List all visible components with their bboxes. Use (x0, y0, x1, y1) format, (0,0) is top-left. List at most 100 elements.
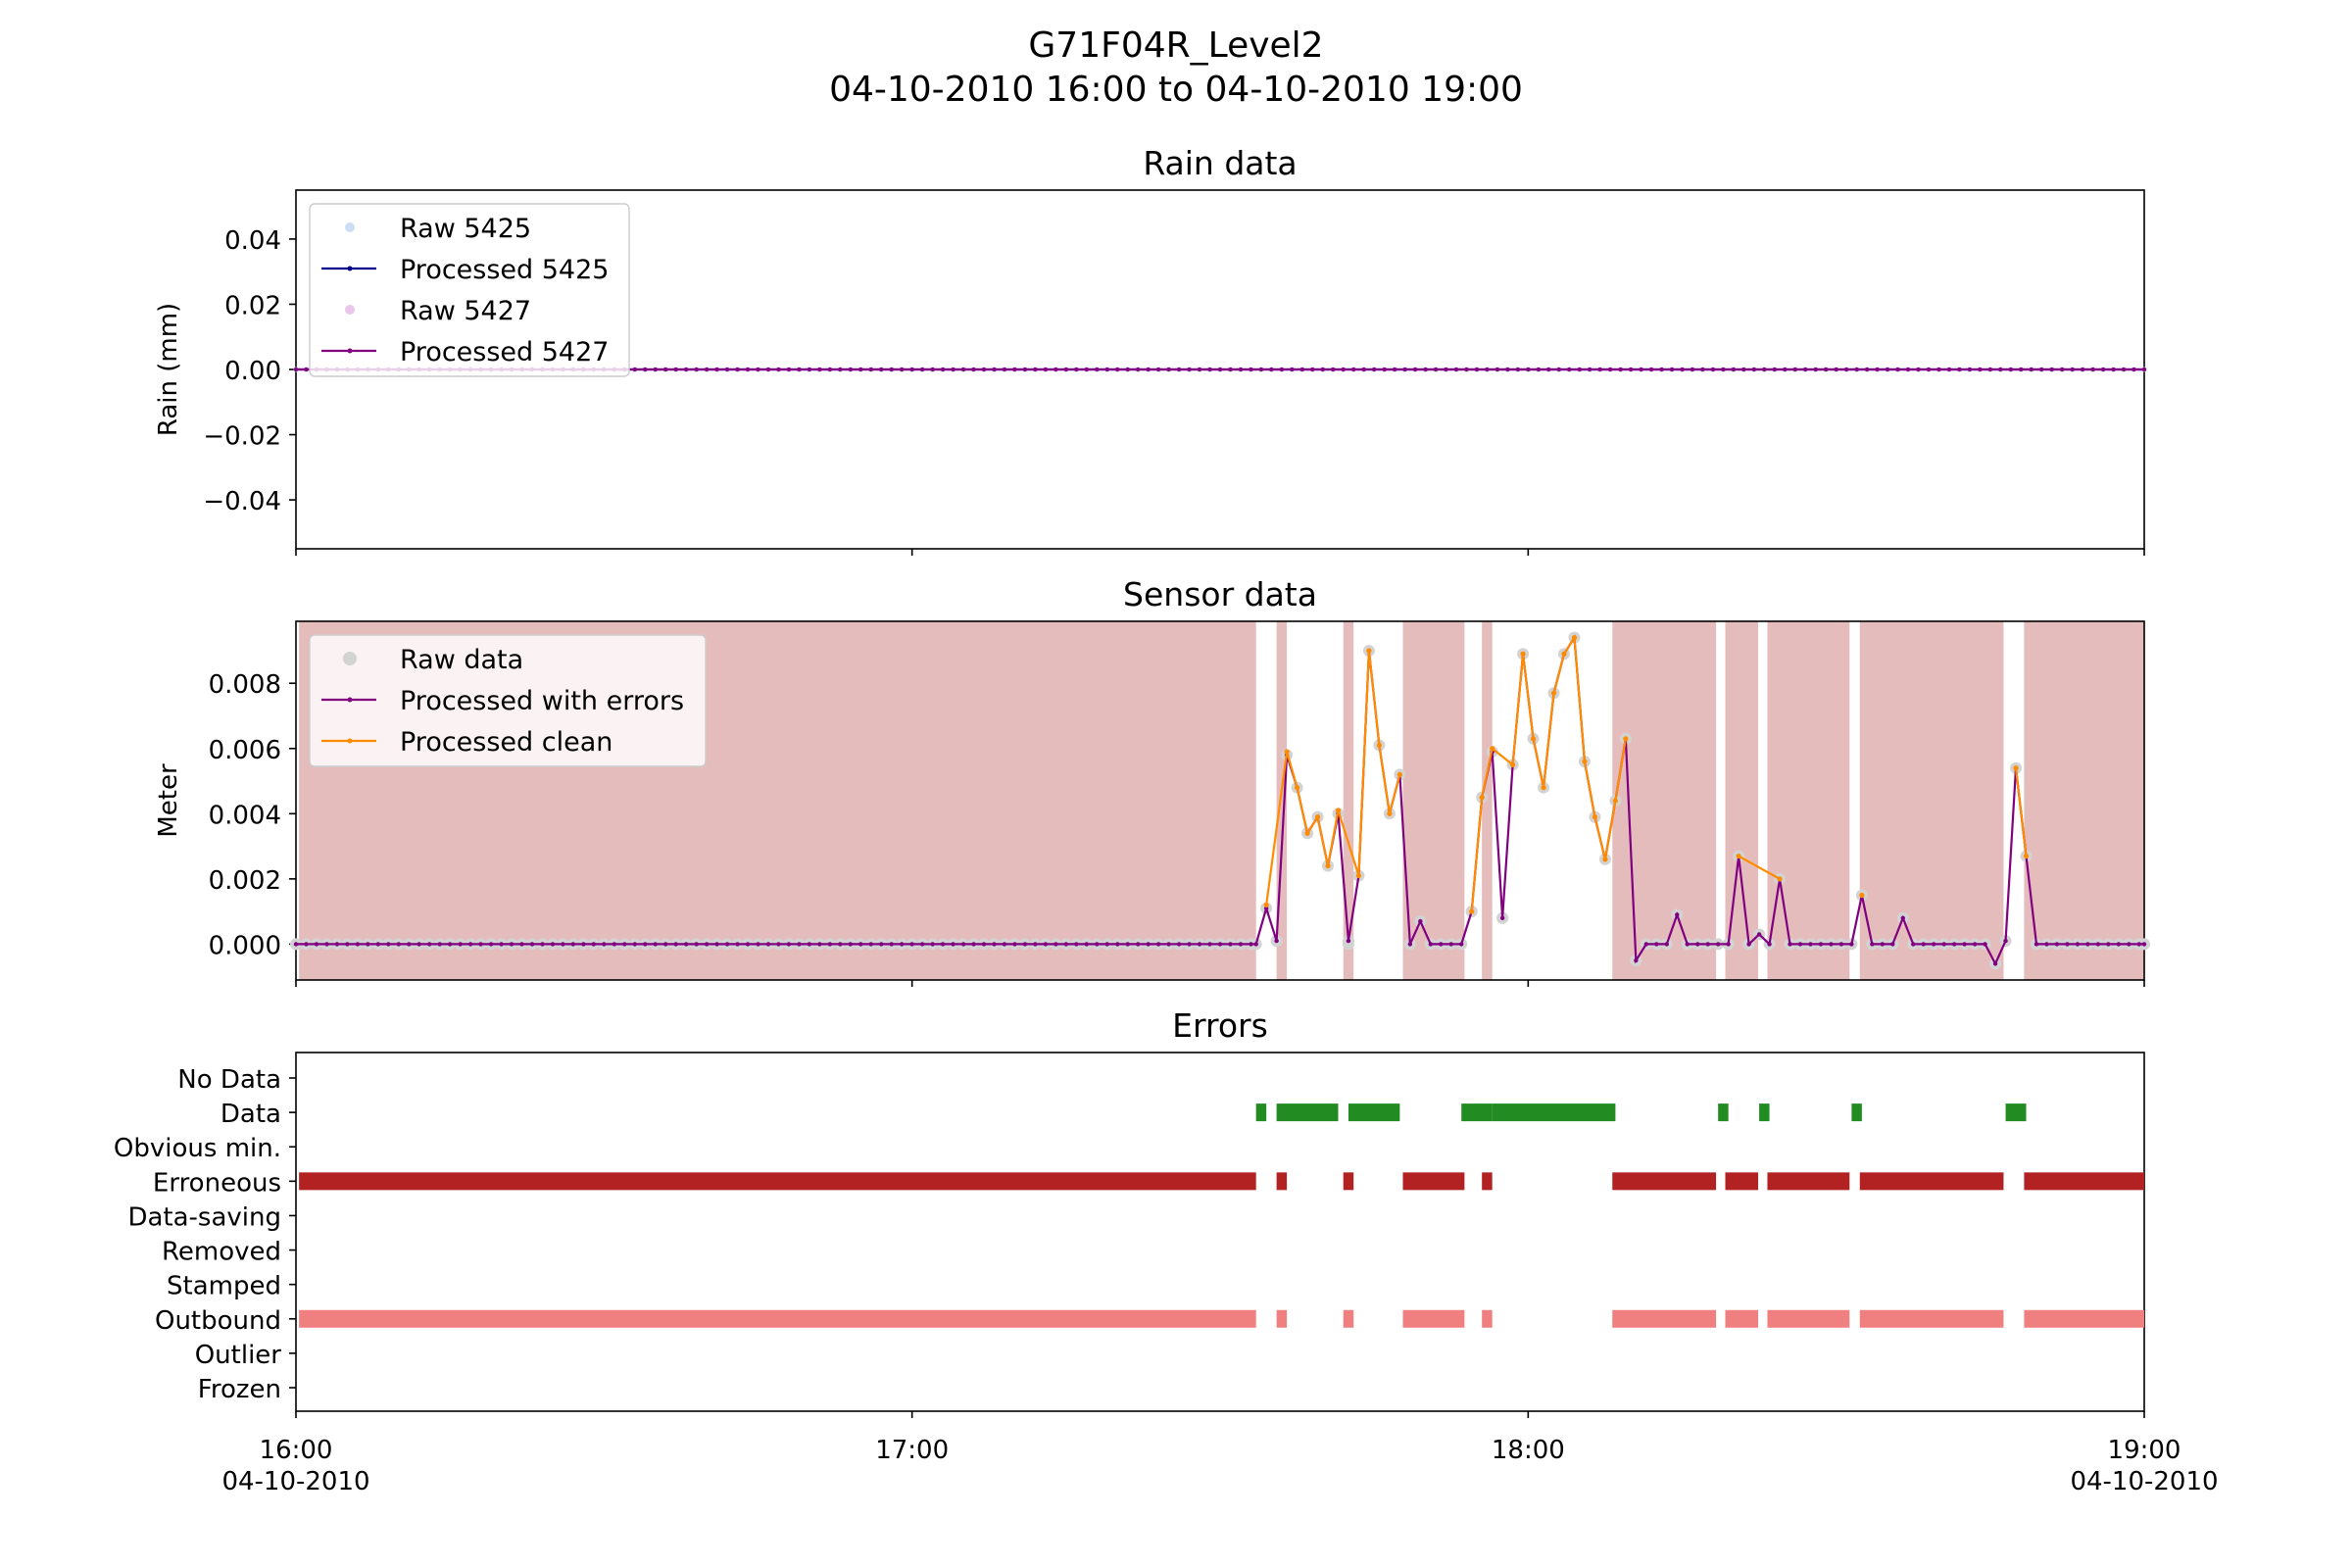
rain-processed-point (725, 368, 730, 371)
processed-with-errors-point (293, 942, 299, 947)
error-bar-data (1461, 1103, 1493, 1122)
processed-with-errors-point (786, 942, 792, 947)
rain-legend-marker (345, 305, 355, 315)
processed-clean-point (1530, 736, 1537, 742)
sensor-y-tick-label: 0.004 (209, 801, 281, 830)
rain-processed-point (1228, 368, 1233, 371)
processed-clean-point (1612, 798, 1618, 804)
rain-processed-point (1588, 368, 1592, 371)
rain-processed-point (858, 368, 863, 371)
rain-processed-point (1382, 368, 1387, 371)
rain-processed-point (1423, 368, 1428, 371)
error-shade-band (2024, 621, 2144, 980)
error-bar-data (1348, 1103, 1400, 1122)
processed-clean-line (2014, 767, 2028, 857)
rain-processed-point (1998, 368, 2003, 371)
rain-processed-point (2142, 368, 2146, 371)
processed-with-errors-point (1788, 942, 1792, 947)
rain-processed-point (1258, 368, 1263, 371)
rain-legend-label: Processed 5425 (400, 255, 609, 285)
rain-processed-point (663, 368, 668, 371)
processed-with-errors-point (1921, 942, 1926, 947)
processed-with-errors-point (1654, 942, 1659, 947)
rain-processed-point (1680, 368, 1685, 371)
processed-with-errors-point (1054, 942, 1058, 947)
sensor-panel: Sensor data 0.008 0.006 0.004 0.002 0.000 Mete… (154, 575, 2150, 987)
rain-processed-point (1792, 368, 1797, 371)
rain-processed-point (1978, 368, 1983, 371)
error-bar-erroneous (1612, 1172, 1717, 1191)
rain-processed-point (1249, 368, 1253, 371)
errors-category-label: Frozen (198, 1375, 281, 1404)
processed-with-errors-point (858, 942, 863, 947)
processed-with-errors-point (673, 942, 678, 947)
processed-clean-point (1396, 771, 1402, 777)
rain-processed-point (1824, 368, 1829, 371)
rain-processed-point (1269, 368, 1274, 371)
rain-processed-point (868, 368, 873, 371)
rain-processed-point (2132, 368, 2136, 371)
processed-with-errors-point (519, 942, 524, 947)
processed-clean-point (1571, 635, 1578, 641)
rain-processed-point (1865, 368, 1870, 371)
processed-clean-point (2023, 853, 2030, 859)
processed-with-errors-point (1207, 942, 1212, 947)
processed-with-errors-point (1459, 942, 1464, 947)
processed-with-errors-point (827, 942, 833, 947)
processed-with-errors-point (1951, 942, 1957, 947)
rain-processed-point (632, 368, 637, 371)
error-shade-band (1767, 621, 1850, 980)
errors-category-label: No Data (177, 1065, 281, 1095)
rain-processed-point (2122, 368, 2127, 371)
rain-processed-point (294, 368, 298, 371)
processed-clean-point (1469, 908, 1475, 914)
processed-clean-point (1294, 785, 1300, 791)
rain-processed-point (1198, 368, 1202, 371)
processed-with-errors-point (1675, 912, 1680, 917)
processed-with-errors-point (1253, 942, 1258, 947)
sensor-legend-box (309, 634, 707, 767)
rain-processed-point (1813, 368, 1818, 371)
error-bar-data (1851, 1103, 1862, 1122)
rain-processed-point (1012, 368, 1017, 371)
figure-title-line-2: 04-10-2010 16:00 to 04-10-2010 19:00 (829, 70, 1523, 110)
rain-processed-point (951, 368, 956, 371)
processed-with-errors-point (1249, 942, 1253, 947)
processed-with-errors-point (724, 942, 730, 947)
rain-processed-point (1033, 368, 1038, 371)
errors-panel: Errors No Data Data Obvious min. Erroneous Da… (114, 1006, 2145, 1418)
rain-processed-point (1310, 368, 1315, 371)
processed-with-errors-point (1012, 942, 1017, 947)
sensor-legend-marker (347, 697, 353, 703)
x-tick-date-label: 04-10-2010 (221, 1467, 369, 1496)
processed-with-errors-point (1448, 942, 1453, 947)
processed-with-errors-point (2044, 942, 2049, 947)
rain-processed-point (1444, 368, 1448, 371)
x-tick-time-label: 17:00 (875, 1436, 949, 1465)
processed-with-errors-point (499, 942, 504, 947)
errors-category-label: Obvious min. (114, 1134, 281, 1163)
rain-processed-point (1597, 368, 1602, 371)
processed-with-errors-point (632, 942, 637, 947)
errors-category-label: Data-saving (127, 1202, 281, 1232)
processed-with-errors-point (550, 942, 556, 947)
processed-with-errors-point (797, 942, 802, 947)
processed-with-errors-point (458, 942, 463, 947)
rain-processed-point (2008, 368, 2013, 371)
processed-with-errors-point (1983, 942, 1987, 947)
processed-with-errors-point (612, 942, 617, 947)
processed-clean-point (1366, 648, 1372, 654)
figure-title: G71F04R_Level2 04-10-2010 16:00 to 04-10… (0, 24, 2352, 112)
processed-with-errors-point (1115, 942, 1120, 947)
processed-with-errors-point (1407, 942, 1413, 947)
rain-processed-point (1054, 368, 1058, 371)
rain-processed-point (1987, 368, 1992, 371)
processed-with-errors-point (529, 942, 535, 947)
rain-processed-point (1536, 368, 1541, 371)
error-bar-outbound (1402, 1309, 1465, 1328)
processed-with-errors-point (1418, 918, 1423, 924)
processed-with-errors-point (1849, 942, 1854, 947)
rain-processed-point (776, 368, 781, 371)
processed-with-errors-point (602, 942, 607, 947)
sensor-title: Sensor data (1123, 575, 1317, 613)
